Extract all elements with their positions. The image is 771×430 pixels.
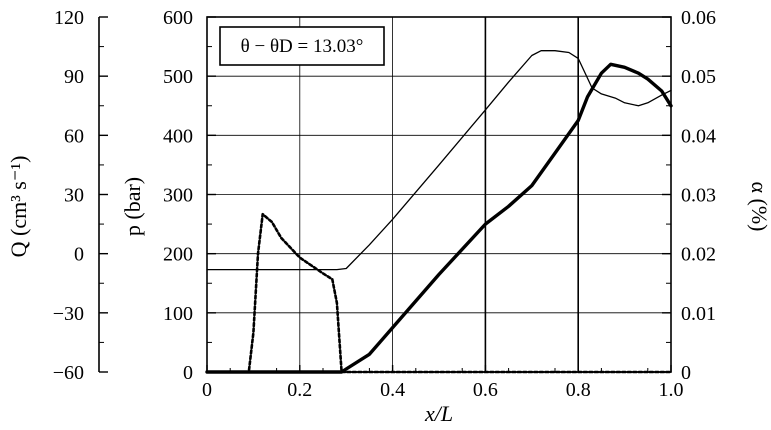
alpha-tick-label: 0.05 (681, 66, 716, 88)
x-tick-label: 0 (202, 379, 212, 401)
alpha-tick-label: 0.02 (681, 244, 716, 266)
p-tick-label: 200 (163, 244, 193, 266)
Q-axis-label: Q (cm³ s⁻¹) (6, 156, 31, 258)
Q-tick-label: 30 (64, 185, 84, 207)
annotation-box: θ − θD = 13.03° (219, 26, 385, 66)
gridlines (207, 17, 671, 372)
series-p-line (206, 50, 672, 271)
alpha-axis-label: α (%) (747, 181, 771, 231)
alpha-tick-label: 0.04 (681, 125, 716, 147)
annotation-text: θ − θD = 13.03° (241, 36, 364, 57)
Q-tick-label: −30 (53, 303, 84, 325)
Q-tick-label: 60 (64, 125, 84, 147)
Q-tick-label: 120 (54, 7, 84, 29)
p-tick-label: 600 (163, 7, 193, 29)
x-tick-label: 0.4 (380, 379, 405, 401)
x-tick-label: 0.2 (287, 379, 312, 401)
Q-tick-label: −60 (53, 362, 84, 384)
p-tick-label: 0 (183, 362, 193, 384)
axes: 0 0.2 0.4 0.6 0.8 1.0x/L1209060300−30−6060050… (6, 7, 771, 426)
p-tick-label: 500 (163, 66, 193, 88)
alpha-tick-label: 0.03 (681, 185, 716, 207)
series-alpha-line (205, 62, 673, 374)
x-axis-label: x/L (424, 401, 453, 426)
data-series (205, 50, 673, 374)
p-tick-label: 100 (163, 303, 193, 325)
x-tick-label: 0.6 (473, 379, 498, 401)
alpha-tick-label: 0.06 (681, 7, 716, 29)
Q-tick-label: 0 (74, 244, 84, 266)
p-tick-label: 400 (163, 125, 193, 147)
x-tick-label: 0.8 (566, 379, 591, 401)
alpha-tick-label: 0 (681, 362, 691, 384)
p-axis-label: p (bar) (120, 177, 145, 236)
Q-tick-label: 90 (64, 66, 84, 88)
alpha-tick-label: 0.01 (681, 303, 716, 325)
x-tick-label: 1.0 (659, 379, 684, 401)
p-tick-label: 300 (163, 185, 193, 207)
series-Q-line (205, 212, 673, 374)
